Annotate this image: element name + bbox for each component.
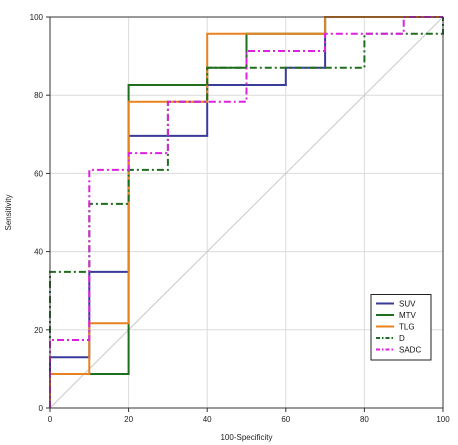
x-axis-ticks: 0 20 40 60 80 100 [48,408,450,424]
y-tick-label: 20 [34,326,43,335]
legend-label-tlg: TLG [399,323,415,332]
x-tick-label: 60 [281,415,290,424]
y-tick-label: 100 [30,13,44,22]
series-line-tlg [49,16,443,408]
y-tick-label: 40 [34,248,43,257]
x-tick-label: 100 [436,415,450,424]
plot-frame [49,16,444,409]
x-tick-label: 80 [360,415,369,424]
y-tick-label: 60 [34,169,43,178]
reference-diagonal-line [49,16,444,409]
series-line-sadc [49,16,443,408]
y-axis-title: Sensitivity [4,194,13,230]
y-tick-label: 80 [34,91,43,100]
y-axis-ticks: 0 20 40 60 80 100 [30,13,50,413]
legend-label-mtv: MTV [399,311,417,320]
legend-label-d: D [399,334,405,343]
legend: SUV MTV TLG D SADC [370,294,432,361]
x-tick-label: 40 [203,415,212,424]
y-tick-label: 0 [39,404,44,413]
legend-label-sadc: SADC [399,346,421,355]
x-axis-title: 100-Specificity [220,433,272,442]
x-tick-label: 20 [124,415,133,424]
x-tick-label: 0 [48,415,53,424]
series-lines [49,16,444,408]
legend-label-suv: SUV [399,300,416,309]
